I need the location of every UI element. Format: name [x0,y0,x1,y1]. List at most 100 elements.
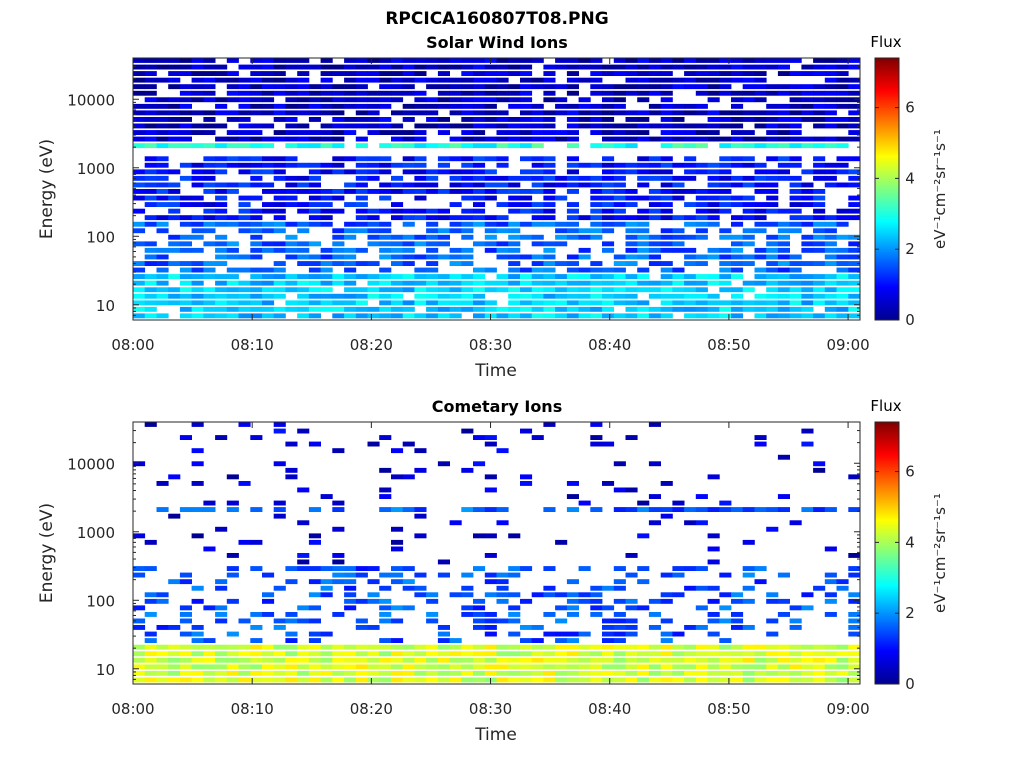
heatmap-cell [813,221,826,227]
heatmap-cell [566,123,579,129]
heatmap-cell [203,110,216,116]
heatmap-cell [707,644,720,650]
heatmap-cell [543,566,556,571]
heatmap-cell [262,97,275,103]
heatmap-cell [391,539,404,545]
heatmap-cell [613,625,626,630]
heatmap-cell [297,280,310,286]
heatmap-cell [320,189,333,194]
heatmap-cell [848,195,861,201]
heatmap-cell [308,64,321,70]
heatmap-cell [625,130,638,135]
heatmap-cell [531,306,544,312]
heatmap-cell [836,64,849,70]
heatmap-cell [191,64,204,70]
heatmap-cell [344,605,357,611]
heatmap-cell [144,300,157,306]
heatmap-cell [602,300,615,306]
heatmap-cell [414,651,427,657]
heatmap-cell [590,208,603,214]
heatmap-cell [625,553,638,558]
heatmap-cell [484,592,497,598]
heatmap-cell [250,58,263,63]
heatmap-cell [484,612,497,617]
heatmap-cell [648,136,661,142]
heatmap-cell [238,77,251,83]
heatmap-cell [473,435,486,440]
heatmap-cell [250,306,263,312]
heatmap-cell [144,592,157,598]
heatmap-cell [707,175,720,181]
heatmap-cell [813,189,826,194]
heatmap-cell [414,507,427,512]
heatmap-cell [285,579,298,585]
heatmap-cell [355,208,368,214]
heatmap-cell [144,280,157,286]
heatmap-cell [813,461,826,467]
heatmap-cell [285,287,298,293]
heatmap-cell [613,612,626,617]
heatmap-cell [520,175,533,181]
heatmap-cell [637,579,650,585]
heatmap-cell [813,156,826,162]
heatmap-cell [250,657,263,663]
heatmap-cell [238,300,251,306]
heatmap-cell [648,598,661,604]
heatmap-cell [543,110,556,116]
heatmap-cell [473,664,486,670]
heatmap-cell [179,71,192,76]
heatmap-cell [520,77,533,83]
heatmap-cell [707,117,720,122]
colorbar-tick-label: 6 [905,463,915,481]
heatmap-cell [285,77,298,83]
heatmap-cell [308,592,321,598]
heatmap-cell [520,306,533,312]
heatmap-cell [520,287,533,293]
heatmap-cell [766,267,779,273]
heatmap-cell [590,651,603,657]
heatmap-cell [637,117,650,122]
heatmap-cell [461,467,474,473]
heatmap-cell [520,71,533,76]
heatmap-cell [320,644,333,650]
heatmap-cell [332,228,345,234]
heatmap-cell [613,221,626,227]
heatmap-cell [648,71,661,76]
heatmap-cell [602,136,615,142]
heatmap-cell [308,664,321,670]
heatmap-cell [719,592,732,598]
heatmap-cell [660,651,673,657]
heatmap-cell [473,182,486,188]
heatmap-cell [449,84,462,90]
heatmap-cell [437,280,450,286]
heatmap-cell [308,215,321,221]
heatmap-cell [566,651,579,657]
heatmap-cell [578,293,591,299]
heatmap-cell [660,169,673,175]
heatmap-cell [168,215,181,221]
heatmap-cell [484,287,497,293]
heatmap-cell [777,208,790,214]
heatmap-cell [484,71,497,76]
heatmap-cell [602,638,615,643]
heatmap-cell [473,313,486,319]
heatmap-cell [379,228,392,234]
heatmap-cell [766,175,779,181]
heatmap-cell [684,130,697,135]
heatmap-cell [543,585,556,591]
heatmap-cell [801,651,814,657]
heatmap-cell [250,651,263,657]
heatmap-cell [496,598,509,604]
heatmap-cell [555,631,568,637]
heatmap-cell [695,221,708,227]
heatmap-cell [508,221,521,227]
heatmap-cell [707,254,720,260]
heatmap-cell [777,677,790,683]
heatmap-cell [684,221,697,227]
heatmap-cell [672,143,685,149]
heatmap-cell [273,500,286,506]
heatmap-cell [496,156,509,162]
heatmap-cell [262,156,275,162]
heatmap-cell [402,84,415,90]
heatmap-cell [473,175,486,181]
